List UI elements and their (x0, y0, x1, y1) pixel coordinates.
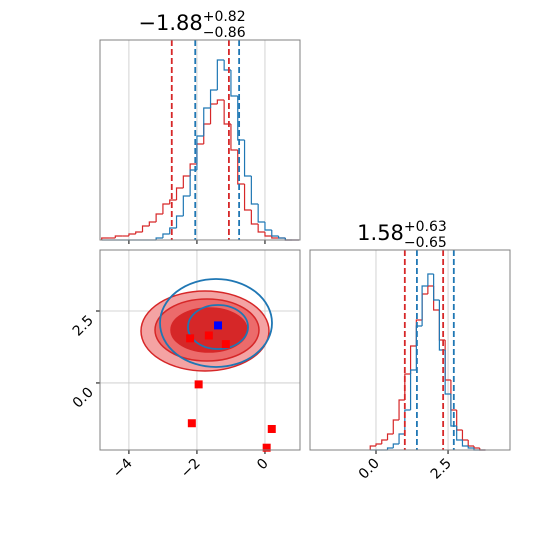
histogram-step (277, 236, 286, 239)
contour-blue-outer (159, 278, 273, 368)
point (214, 321, 223, 330)
point (186, 334, 195, 343)
histogram-step (182, 175, 191, 188)
histogram-step (427, 273, 434, 286)
histogram-step (386, 447, 394, 450)
histogram-step (271, 230, 279, 237)
histogram-step (203, 107, 211, 136)
histogram-step (243, 184, 252, 211)
histogram-step (467, 446, 474, 449)
histogram-step (257, 204, 265, 223)
histogram-step (450, 394, 457, 427)
histogram-step (369, 445, 376, 450)
point (187, 419, 196, 428)
histogram-step (216, 99, 225, 104)
histogram-step (409, 345, 417, 374)
title-lower: −0.65 (404, 235, 447, 251)
histogram-step (209, 89, 218, 108)
histogram-step (182, 195, 191, 216)
panel-frame (99, 249, 301, 451)
histogram-step (257, 224, 265, 233)
histogram-step (433, 274, 440, 301)
histogram-step (404, 373, 411, 400)
panel-frame (99, 39, 301, 241)
histogram-step (141, 225, 150, 232)
histogram-step (237, 150, 245, 185)
histogram-step (135, 231, 143, 234)
title-value: 1.58 (357, 221, 404, 245)
histogram-step (392, 443, 400, 448)
histogram-step (128, 233, 136, 236)
histogram-step (461, 440, 469, 447)
histogram-step (155, 237, 163, 240)
panel-frame (309, 249, 511, 451)
histogram-step (230, 124, 238, 151)
histogram-step (456, 426, 463, 441)
point (221, 340, 230, 349)
point (194, 380, 203, 389)
histogram-step (264, 222, 272, 231)
point (267, 424, 276, 433)
histogram-step (444, 350, 451, 395)
histogram-step (237, 96, 245, 141)
histogram-step (398, 433, 405, 444)
histogram-step (196, 135, 204, 170)
histogram-step (175, 187, 184, 200)
histogram-step (392, 419, 400, 434)
histogram-step (421, 285, 428, 326)
title-upper: +0.82 (203, 9, 246, 25)
histogram-step (375, 443, 382, 446)
histogram-step (162, 233, 170, 238)
histogram-step (216, 59, 225, 90)
histogram-step (230, 70, 238, 97)
histogram-step (398, 399, 405, 420)
title-upper: +0.63 (404, 219, 447, 235)
histogram-step (175, 215, 184, 228)
panel-title: −1.88+0.82 (138, 9, 245, 35)
contour-blue-inner (187, 304, 249, 350)
histogram-step (250, 176, 259, 205)
histogram-step (162, 203, 170, 214)
histogram-step (243, 140, 252, 177)
point (204, 331, 213, 340)
title-value: −1.88 (138, 11, 202, 35)
histogram-step (381, 439, 388, 444)
title-lower: −0.86 (203, 25, 246, 41)
histogram-step (271, 236, 279, 239)
histogram-step (148, 221, 157, 226)
histogram-step (169, 227, 177, 234)
histogram-step (386, 433, 394, 440)
panel-title: 1.58+0.63 (357, 219, 447, 245)
histogram-step (250, 210, 259, 225)
histogram-step (409, 369, 417, 410)
histogram-step (101, 237, 109, 240)
histogram-step (155, 213, 163, 222)
histogram-step (264, 232, 272, 237)
histogram-step (169, 199, 177, 204)
histogram-step (114, 235, 123, 238)
point (262, 443, 271, 452)
